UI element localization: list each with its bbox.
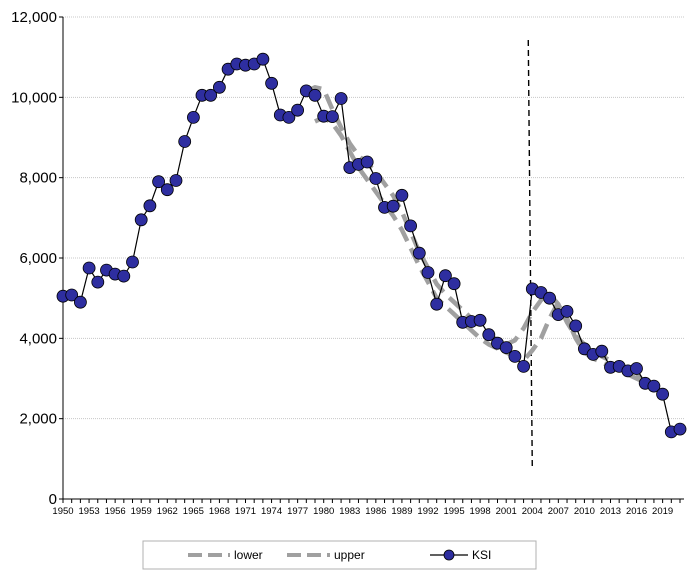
ksi-data-point — [647, 379, 661, 393]
ksi-data-point — [430, 297, 444, 311]
legend-ksi-label: KSI — [472, 548, 491, 562]
ksi-data-point — [543, 291, 556, 305]
x-tick-label: 2001 — [496, 506, 517, 517]
ksi-data-point — [126, 255, 139, 269]
x-tick-label: 2013 — [600, 506, 621, 517]
ksi-data-point — [65, 288, 79, 302]
x-tick-label: 1980 — [313, 506, 334, 517]
ksi-data-point — [499, 341, 513, 355]
ksi-data-point — [160, 183, 174, 197]
series-KSI-line — [62, 58, 681, 433]
ksi-data-point — [369, 172, 383, 185]
y-tick-label: 4,000 — [19, 330, 57, 347]
series-lower-line — [314, 115, 656, 393]
ksi-data-point — [438, 269, 452, 283]
x-tick-label: 1986 — [365, 506, 386, 517]
ksi-data-point — [630, 362, 643, 375]
x-tick-label: 1965 — [183, 506, 204, 517]
ksi-data-point — [265, 76, 279, 90]
ksi-data-point — [152, 175, 166, 189]
x-tick-label: 1974 — [261, 506, 282, 517]
x-tick-label: 1995 — [443, 506, 464, 517]
x-tick-label: 1998 — [470, 506, 491, 517]
y-tick-label: 10,000 — [11, 89, 57, 106]
x-tick-labels: 1950 1953 1956 1959 1962 1965 1968 1971 1974 1977… — [52, 499, 681, 517]
x-tick-label: 1989 — [391, 506, 412, 517]
ksi-data-point — [256, 52, 270, 66]
legend: lower upper KSI — [142, 540, 537, 570]
legend-ksi-marker — [443, 549, 455, 561]
series-lines — [62, 58, 681, 433]
x-tick-label: 1956 — [105, 506, 126, 517]
x-tick-label: 1992 — [417, 506, 438, 517]
ksi-data-point — [412, 246, 426, 260]
ksi-data-point — [134, 213, 148, 227]
x-tick-label: 1959 — [131, 506, 152, 517]
ksi-data-point — [143, 199, 157, 213]
ksi-data-point — [447, 277, 461, 291]
x-tick-label: 1983 — [339, 506, 360, 517]
ksi-data-point — [360, 155, 374, 169]
x-tick-label: 1950 — [52, 506, 73, 517]
ksi-data-point — [291, 103, 305, 117]
y-tick-label: 2,000 — [19, 411, 57, 428]
ksi-data-point — [74, 295, 87, 309]
series-upper-line — [305, 85, 648, 386]
y-tick-label: 6,000 — [19, 250, 57, 267]
x-tick-label: 2019 — [652, 506, 673, 517]
ksi-data-point — [82, 261, 96, 275]
ksi-data-point — [560, 304, 574, 318]
ksi-data-point — [212, 80, 226, 94]
ksi-data-point — [169, 174, 183, 187]
ksi-data-point — [508, 349, 522, 363]
ksi-data-point — [517, 359, 530, 373]
legend-upper-label: upper — [334, 548, 365, 562]
y-tick-label: 8,000 — [19, 170, 57, 187]
ksi-data-point — [186, 111, 200, 124]
x-tick-label: 1953 — [79, 506, 100, 517]
x-tick-label: 1968 — [209, 506, 230, 517]
ksi-data-point — [673, 422, 687, 436]
x-tick-label: 2007 — [548, 506, 569, 517]
y-tick-labels: 0 2,000 4,000 6,000 8,000 10,000 12,000 — [11, 9, 63, 508]
x-tick-label: 1971 — [235, 506, 256, 517]
ksi-data-point — [404, 219, 418, 233]
x-tick-label: 2010 — [574, 506, 595, 517]
ksi-data-point — [482, 328, 496, 342]
x-tick-label: 2004 — [522, 506, 543, 517]
ksi-data-point — [117, 269, 131, 283]
x-tick-label: 1962 — [157, 506, 178, 517]
x-tick-label: 2016 — [626, 506, 647, 517]
ksi-data-point — [421, 266, 435, 279]
ksi-data-point — [325, 110, 339, 123]
ksi-data-point — [178, 135, 192, 148]
ksi-data-point — [473, 313, 487, 327]
ksi-data-point — [595, 344, 609, 358]
ksi-data-point — [656, 387, 669, 401]
ksi-data-point — [386, 199, 400, 213]
ksi-data-point — [91, 275, 105, 289]
legend-lower-label: lower — [234, 548, 263, 562]
ksi-data-point — [395, 188, 409, 202]
y-tick-label: 12,000 — [11, 9, 57, 26]
ksi-data-point — [334, 92, 348, 105]
ksi-points — [56, 52, 687, 439]
y-tick-label: 0 — [49, 491, 57, 508]
ksi-data-point — [308, 88, 322, 102]
ksi-data-point — [204, 88, 218, 102]
ksi-data-point — [569, 319, 583, 333]
vertical-marker-line — [527, 39, 533, 467]
x-tick-label: 1977 — [287, 506, 308, 517]
ksi-data-point — [282, 111, 296, 124]
